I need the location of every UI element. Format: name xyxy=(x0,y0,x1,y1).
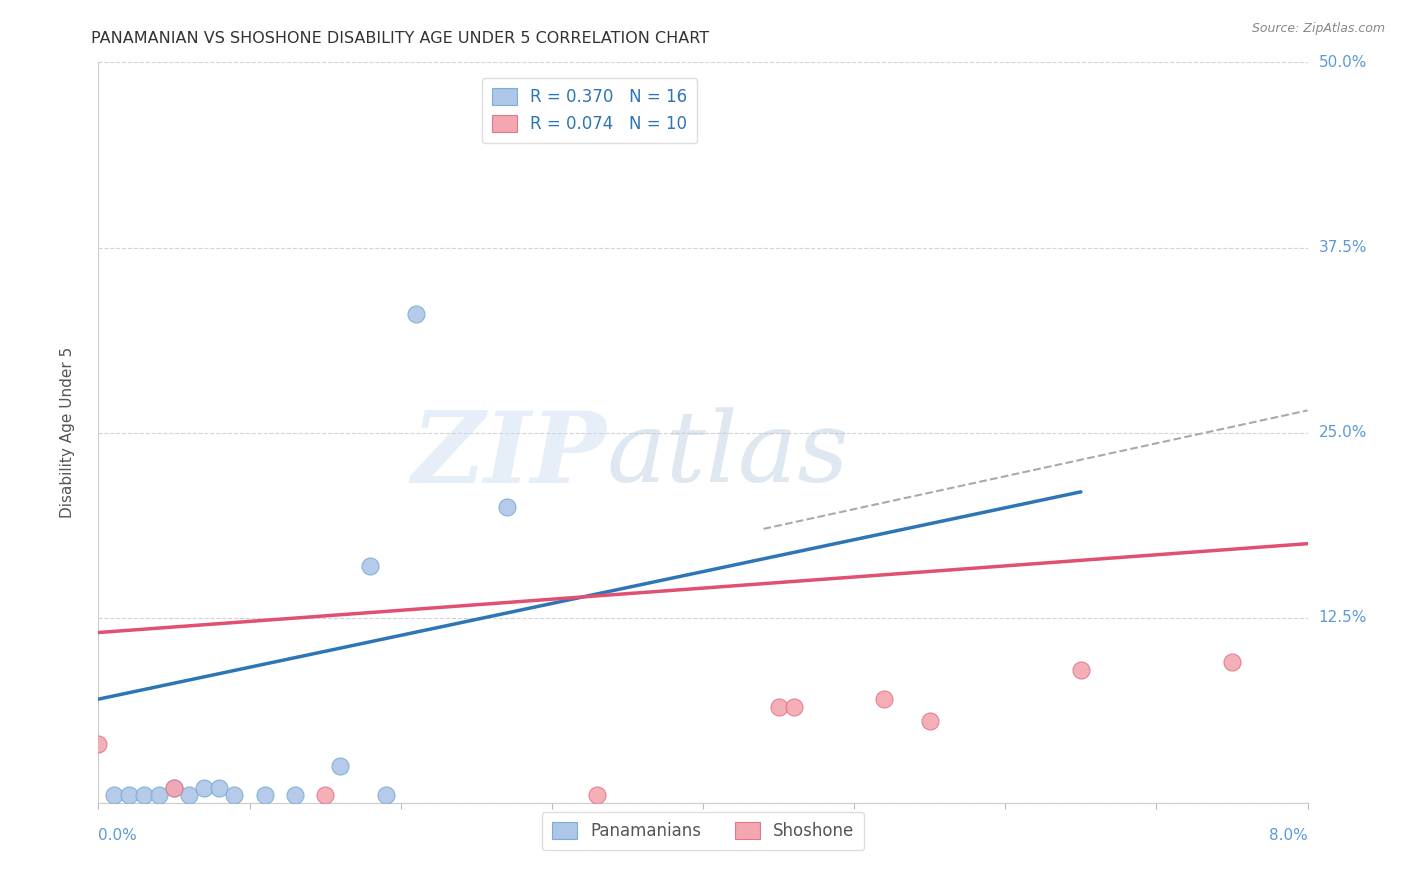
Point xyxy=(208,780,231,795)
Text: 25.0%: 25.0% xyxy=(1319,425,1367,440)
Point xyxy=(179,789,201,803)
Point xyxy=(1220,655,1243,669)
Point xyxy=(768,699,790,714)
Text: atlas: atlas xyxy=(606,407,849,502)
Point xyxy=(405,307,427,321)
Point xyxy=(284,789,307,803)
Point xyxy=(1070,663,1092,677)
Point xyxy=(118,789,141,803)
Point xyxy=(87,737,110,751)
Text: 12.5%: 12.5% xyxy=(1319,610,1367,625)
Point xyxy=(495,500,517,514)
Point xyxy=(224,789,246,803)
Text: Source: ZipAtlas.com: Source: ZipAtlas.com xyxy=(1251,22,1385,36)
Text: 50.0%: 50.0% xyxy=(1319,55,1367,70)
Point xyxy=(163,780,186,795)
Y-axis label: Disability Age Under 5: Disability Age Under 5 xyxy=(60,347,75,518)
Point xyxy=(918,714,941,729)
Legend: Panamanians, Shoshone: Panamanians, Shoshone xyxy=(541,812,865,850)
Text: 8.0%: 8.0% xyxy=(1268,828,1308,843)
Point xyxy=(783,699,806,714)
Point xyxy=(193,780,215,795)
Text: ZIP: ZIP xyxy=(412,407,606,503)
Point xyxy=(873,692,896,706)
Text: 37.5%: 37.5% xyxy=(1319,240,1367,255)
Point xyxy=(132,789,155,803)
Point xyxy=(360,558,382,573)
Point xyxy=(374,789,396,803)
Point xyxy=(148,789,170,803)
Point xyxy=(329,758,352,772)
Point xyxy=(314,789,336,803)
Point xyxy=(253,789,276,803)
Point xyxy=(586,789,609,803)
Text: PANAMANIAN VS SHOSHONE DISABILITY AGE UNDER 5 CORRELATION CHART: PANAMANIAN VS SHOSHONE DISABILITY AGE UN… xyxy=(91,31,710,46)
Point xyxy=(163,780,186,795)
Point xyxy=(103,789,125,803)
Text: 0.0%: 0.0% xyxy=(98,828,138,843)
